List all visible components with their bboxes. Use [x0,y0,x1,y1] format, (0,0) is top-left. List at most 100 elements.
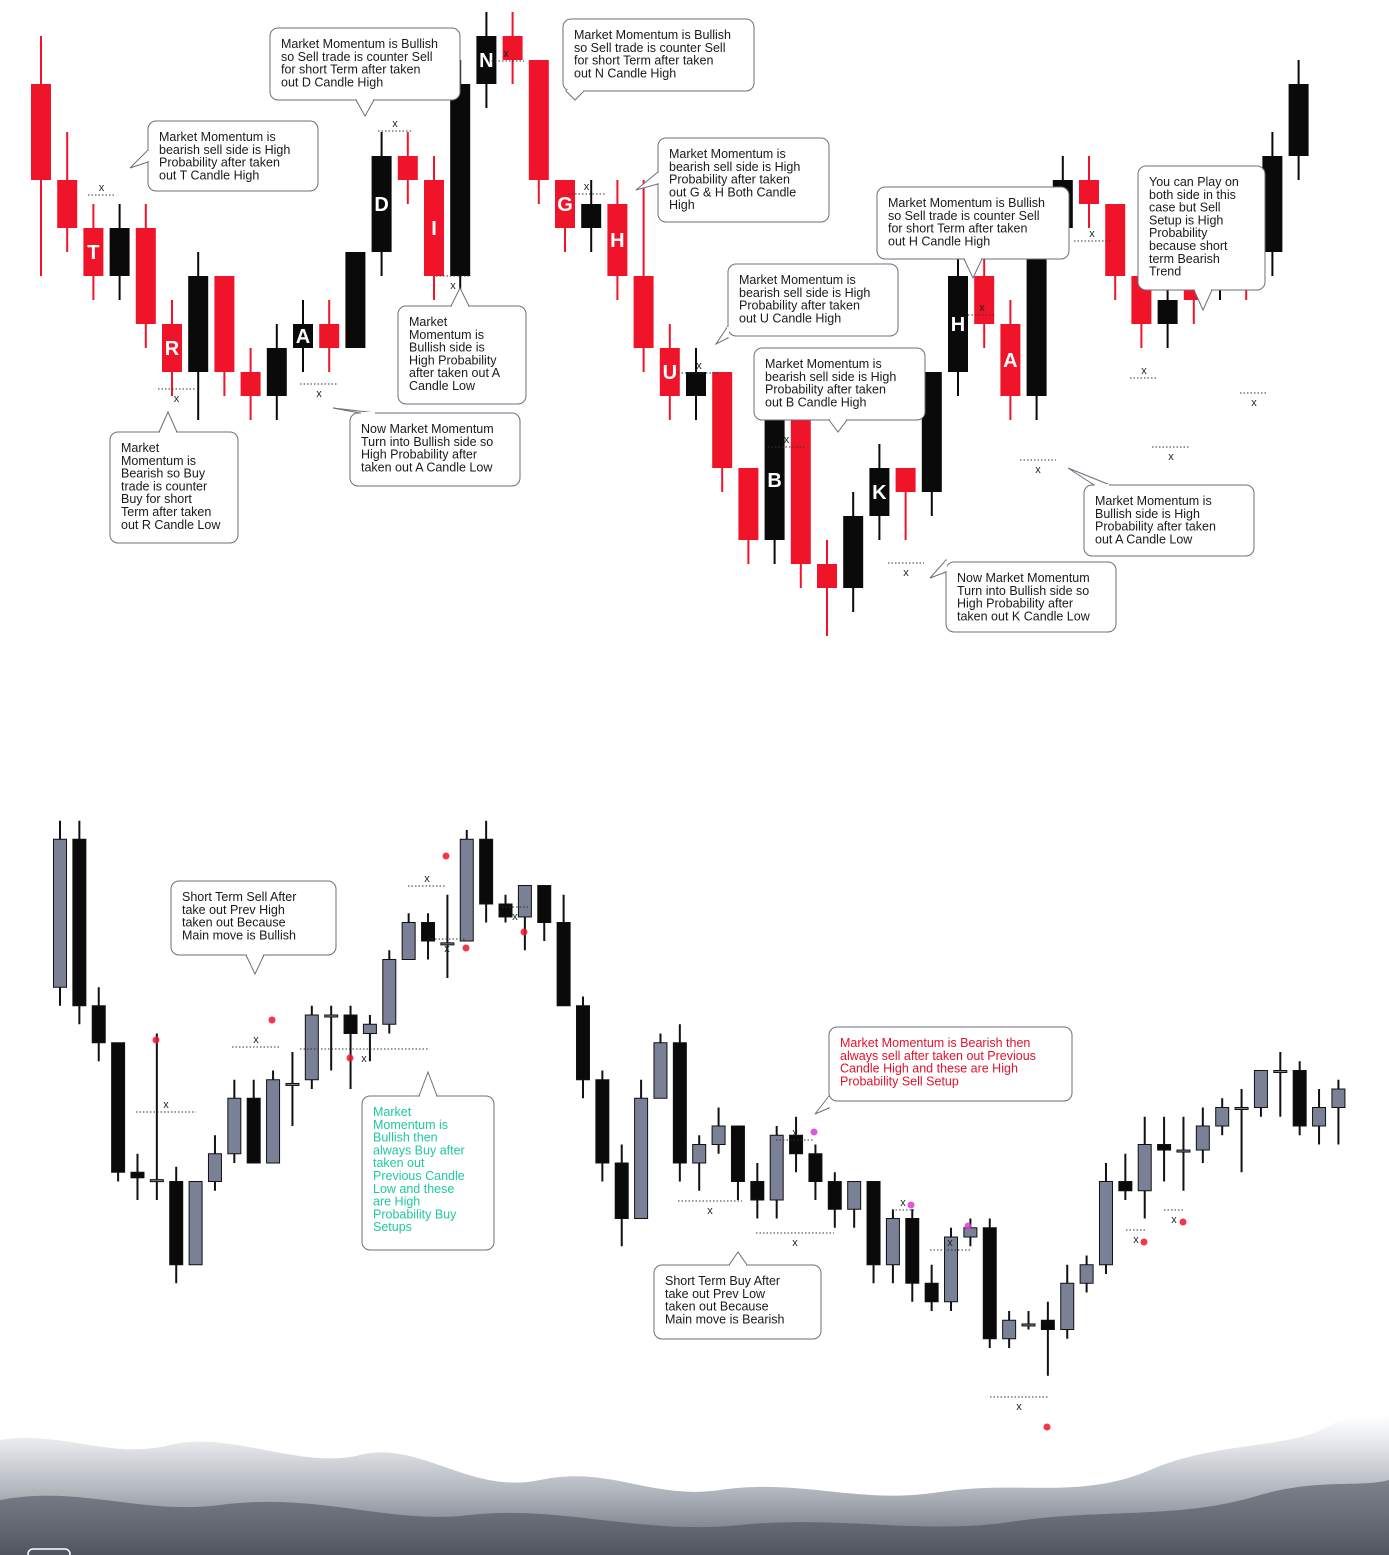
callout-text-line: taken out [373,1156,425,1170]
candle-body [895,468,916,492]
candle [556,894,571,1007]
callout-text-line: Setups [373,1220,412,1234]
signal-dot [152,1036,160,1044]
signal-dot [462,944,470,952]
x-mark: x [361,1053,367,1065]
signal-dot [1043,1423,1051,1431]
candle-label: H [610,230,624,252]
candle-body [764,420,785,540]
candle [440,894,455,978]
callout-text-line: Probability Buy [373,1207,457,1221]
candle [581,180,602,252]
dotted-level-marker: x [300,1048,428,1065]
candle [847,1181,862,1228]
candle [1273,1052,1288,1117]
candle [1215,1098,1230,1136]
callout-text-line: Market Momentum is Bullish [888,196,1045,210]
candle-body [789,1134,804,1155]
x-mark: x [979,302,985,314]
x-mark: x [584,181,590,193]
candle-body [149,1179,164,1183]
x-mark: x [253,1034,259,1046]
candle-label: D [374,194,388,216]
callout-text-line: Market Momentum is [159,130,276,144]
candle [479,820,494,923]
candle [111,1042,126,1182]
candle-body [672,1042,687,1164]
callout-text-line: Market Momentum is [765,357,882,371]
candle-body [424,180,444,276]
callout-text-line: You can Play on [1149,175,1239,189]
x-mark: x [1168,451,1174,463]
callout-text-line: case but Sell [1149,201,1221,215]
callout-text-line: out U Candle High [739,311,841,325]
x-mark: x [792,1127,798,1139]
candle-body [371,156,392,252]
x-mark: x [900,1197,906,1209]
candle [790,396,811,588]
signal-dot [442,852,450,860]
candle-label: N [479,50,493,72]
candle [319,300,340,372]
candle-body [653,1042,668,1099]
candle-body [808,1153,823,1182]
candle: D [371,132,392,276]
candle [575,996,590,1099]
candle-body [1262,156,1283,252]
candle [227,1079,242,1163]
candle [692,1135,707,1191]
candle-body [111,1042,126,1173]
dotted-level-marker: x [892,1197,914,1211]
callout-text-line: Buy for short [121,492,192,506]
candle [711,1107,726,1154]
callout-text-line: because short [1149,239,1228,253]
dotted-level-marker: x [568,181,605,195]
candle-body [450,84,471,276]
candle: K [869,444,890,540]
dotted-level-marker: x [158,388,195,405]
candle-body [459,838,474,942]
top-candlestick-chart: TRADINGHUBKHAN [31,12,1309,636]
candle-body [285,1082,300,1086]
candle [808,1144,823,1200]
candle [1002,1311,1017,1348]
candle-body [1118,1181,1133,1192]
dotted-level-marker: x [990,1396,1048,1413]
candle [1176,1116,1191,1191]
candle [109,204,130,300]
candle-body [324,1014,339,1018]
candle-label: I [431,218,437,240]
callout-text-line: taken out Because [182,916,286,930]
candle [149,1033,164,1200]
callout-text-line: Setup is High [1149,213,1223,227]
callout-text-line: Previous Candle [373,1169,465,1183]
candle-body [769,1134,784,1201]
candle-body [982,1227,997,1340]
candle-body [91,1005,106,1044]
candle-body [827,1181,842,1210]
candle [130,1153,145,1200]
callout-text-line: Turn into Bullish side so [957,584,1089,598]
candle-body [712,372,733,468]
candle [266,324,287,420]
callout-text-line: High Probability after [361,448,477,462]
candle [595,1070,610,1182]
candle-body [440,942,455,946]
callout-text-line: always Buy after [373,1143,465,1157]
candle-body [135,228,156,324]
candle-label: H [951,314,965,336]
candle [517,885,532,951]
callout-text-line: so Sell trade is counter Sell [574,41,725,55]
candle-body [188,276,209,372]
dotted-level-marker: x [88,182,115,196]
candle [653,1033,668,1099]
candle-body [556,922,571,1007]
mist-background-dark [0,1480,1389,1555]
candle-body [1312,1107,1327,1127]
candle-body [921,372,942,492]
dotted-level-marker: x [378,118,412,132]
candle [633,180,654,372]
